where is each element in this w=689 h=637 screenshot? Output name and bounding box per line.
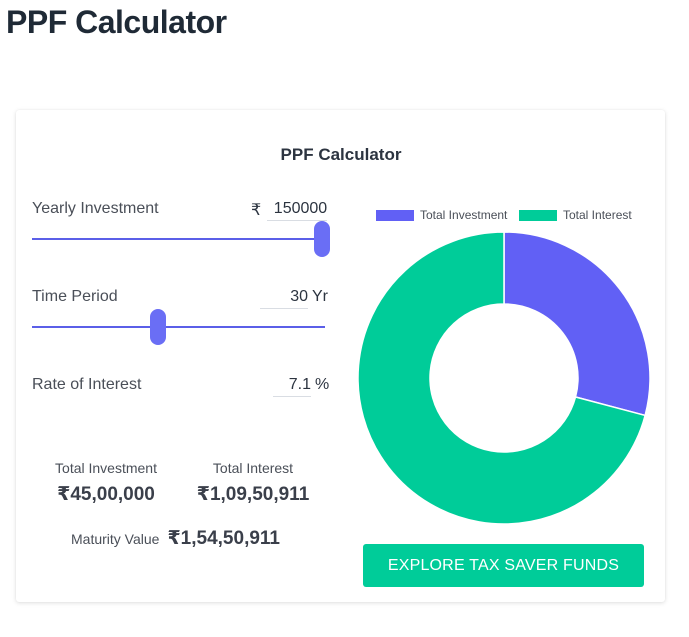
time-period-slider-thumb[interactable] [149,309,166,345]
total-interest-value: ₹1,09,50,911 [196,484,310,505]
yearly-investment-field: ₹ 150000 [251,200,328,221]
legend-swatch-total-interest [519,209,557,221]
legend-item-total-investment[interactable]: Total Investment [376,208,507,222]
calculator-card: PPF Calculator Yearly Investment ₹ 15000… [16,110,665,602]
donut-slice-total-interest[interactable] [357,231,647,525]
legend-label-total-interest: Total Interest [563,208,632,222]
total-interest-label: Total Interest [212,460,294,476]
rate-of-interest-label: Rate of Interest [32,376,142,393]
explore-tax-saver-funds-button[interactable]: EXPLORE TAX SAVER FUNDS [363,544,644,587]
donut-chart [357,231,651,525]
yearly-investment-slider[interactable] [32,238,325,240]
time-period-field: 30 Yr [260,288,328,309]
yearly-investment-input[interactable]: 150000 [267,200,328,221]
time-period-unit: Yr [312,288,328,305]
yearly-investment-slider-thumb[interactable] [314,221,331,257]
maturity-value-row: Maturity Value ₹1,54,50,911 [71,527,280,550]
time-period-input[interactable]: 30 [260,288,308,309]
rate-of-interest-input[interactable]: 7.1 [273,376,311,397]
total-investment-label: Total Investment [55,460,157,476]
yearly-investment-label: Yearly Investment [32,200,159,217]
donut-slice-total-investment[interactable] [503,231,651,417]
total-investment-value: ₹45,00,000 [57,484,155,505]
legend-swatch-total-investment [376,209,414,221]
rupee-symbol: ₹ [251,202,262,219]
time-period-slider[interactable] [32,326,325,328]
page-title: PPF Calculator [6,4,227,40]
legend-label-total-investment: Total Investment [420,208,508,222]
legend-item-total-interest[interactable]: Total Interest [519,208,632,222]
calculator-title: PPF Calculator [280,145,402,164]
maturity-value-label: Maturity Value [71,531,160,547]
maturity-value: ₹1,54,50,911 [167,528,280,549]
time-period-label: Time Period [32,288,118,305]
rate-of-interest-unit: % [315,376,330,393]
rate-of-interest-field: 7.1 % [273,376,329,397]
